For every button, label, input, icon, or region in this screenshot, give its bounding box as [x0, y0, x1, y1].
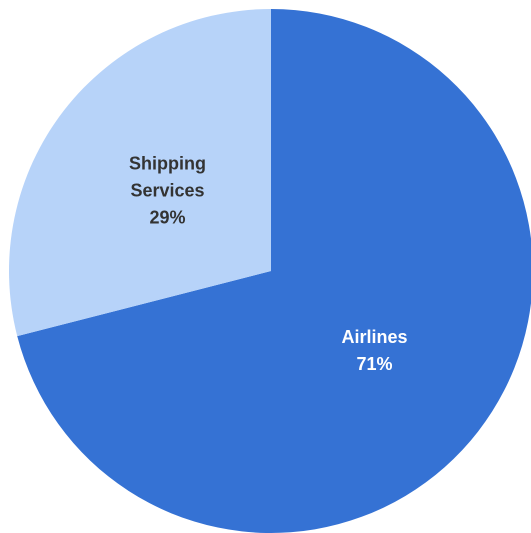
slice-label: Airlines 71%	[315, 324, 435, 378]
category-label: Airlines	[341, 327, 408, 348]
slice-label: Shipping Services 29%	[107, 150, 227, 231]
pie-slice	[8, 9, 271, 337]
value-label: 71%	[356, 354, 393, 375]
pie-slice	[17, 9, 531, 533]
category-label: Shipping Services	[128, 153, 206, 201]
value-label: 29%	[149, 207, 186, 228]
